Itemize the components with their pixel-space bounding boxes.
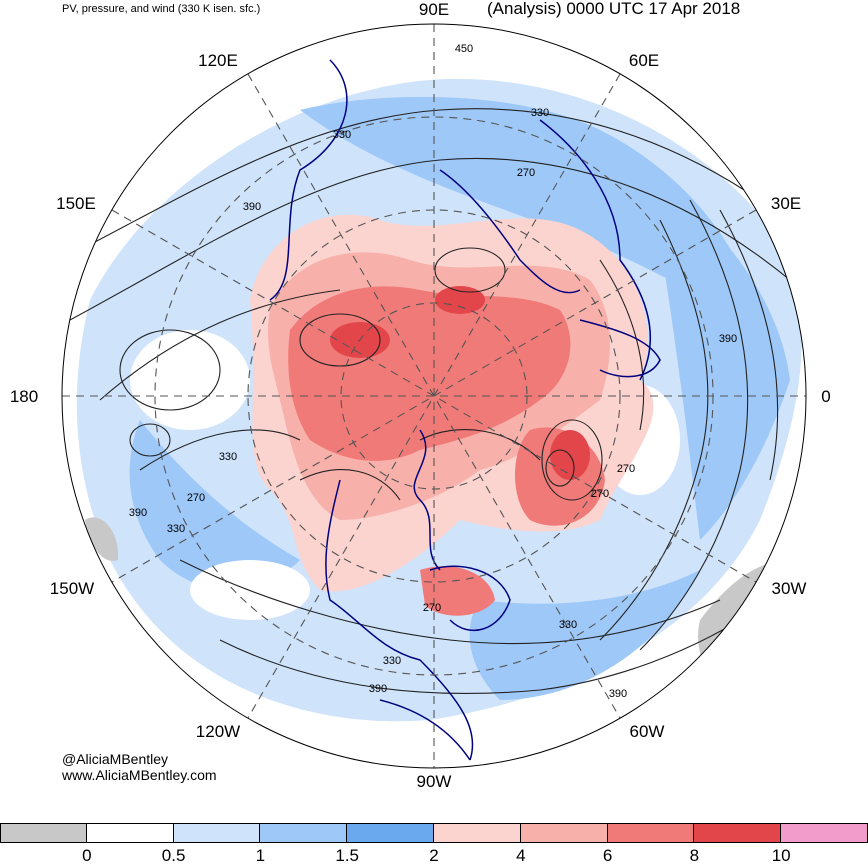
colorbar-tick-label: 0.5 <box>161 846 186 865</box>
lon-label-120e: 120E <box>198 51 238 70</box>
credit-block: @AliciaMBentley www.AliciaMBentley.com <box>62 751 217 783</box>
contour-label: 270 <box>591 488 609 500</box>
contour-label: 330 <box>219 451 237 463</box>
credit-handle: @AliciaMBentley <box>62 751 169 767</box>
contour-label: 270 <box>617 463 635 475</box>
lon-label-150e: 150E <box>56 194 96 213</box>
lon-label-90e: 90E <box>418 0 450 19</box>
colorbar-bin <box>520 823 608 843</box>
contour-label: 330 <box>383 655 401 667</box>
contour-label: 390 <box>129 507 147 519</box>
colorbar-tick-label: 4 <box>516 846 526 865</box>
colorbar-bin <box>694 823 782 843</box>
colorbar-tick-label: 2 <box>429 846 439 865</box>
contour-label: 390 <box>243 201 261 213</box>
map-fill-layer <box>62 24 806 768</box>
lon-label-30w: 30W <box>771 579 807 598</box>
lon-label-150w: 150W <box>49 579 95 598</box>
colorbar-tick-label: 8 <box>689 846 700 865</box>
colorbar-tick-label: 10 <box>771 846 791 865</box>
credit-website: www.AliciaMBentley.com <box>62 767 217 783</box>
contour-label: 330 <box>559 619 577 631</box>
lon-label-60e: 60E <box>628 51 660 70</box>
lon-label-0: 0 <box>821 387 831 406</box>
lon-label-30e: 30E <box>770 194 802 213</box>
contour-label: 270 <box>423 602 441 614</box>
colorbar-bin <box>0 823 87 843</box>
contour-label: 390 <box>369 683 387 695</box>
colorbar-bin <box>86 823 174 843</box>
colorbar-bin <box>434 823 521 843</box>
map-border <box>61 23 807 769</box>
contour-labels: 450 330 390 270 330 390 330 270 390 330 … <box>129 43 737 700</box>
graticule <box>62 24 806 768</box>
colorbar-tick-label: 1 <box>255 846 266 865</box>
colorbar-bin <box>347 823 434 843</box>
lon-label-180: 180 <box>9 387 39 406</box>
contour-label: 390 <box>609 688 627 700</box>
colorbar-tick-label: 6 <box>602 846 613 865</box>
valid-time-title: (Analysis) 0000 UTC 17 Apr 2018 <box>487 0 741 18</box>
polar-map: 450 330 390 270 330 390 330 270 390 330 … <box>61 23 807 769</box>
colorbar-bin <box>781 823 868 843</box>
colorbar-tick-label: 0 <box>82 846 92 865</box>
colorbar-tick-label: 1.5 <box>335 846 360 865</box>
contour-label: 270 <box>187 492 205 504</box>
contour-label: 330 <box>167 523 185 535</box>
colorbar-bin <box>260 823 348 843</box>
lon-label-90w: 90W <box>416 772 452 791</box>
lon-label-60w: 60W <box>629 722 665 741</box>
contour-label: 390 <box>719 333 737 345</box>
contour-label: 270 <box>517 167 535 179</box>
colorbar-bin <box>173 823 261 843</box>
contour-label: 450 <box>455 43 473 55</box>
coastlines <box>269 59 661 761</box>
contour-label: 330 <box>333 129 351 141</box>
colorbar-bin <box>607 823 695 843</box>
product-title: PV, pressure, and wind (330 K isen. sfc.… <box>62 3 261 15</box>
contour-label: 330 <box>531 107 549 119</box>
lon-label-120w: 120W <box>195 722 241 741</box>
